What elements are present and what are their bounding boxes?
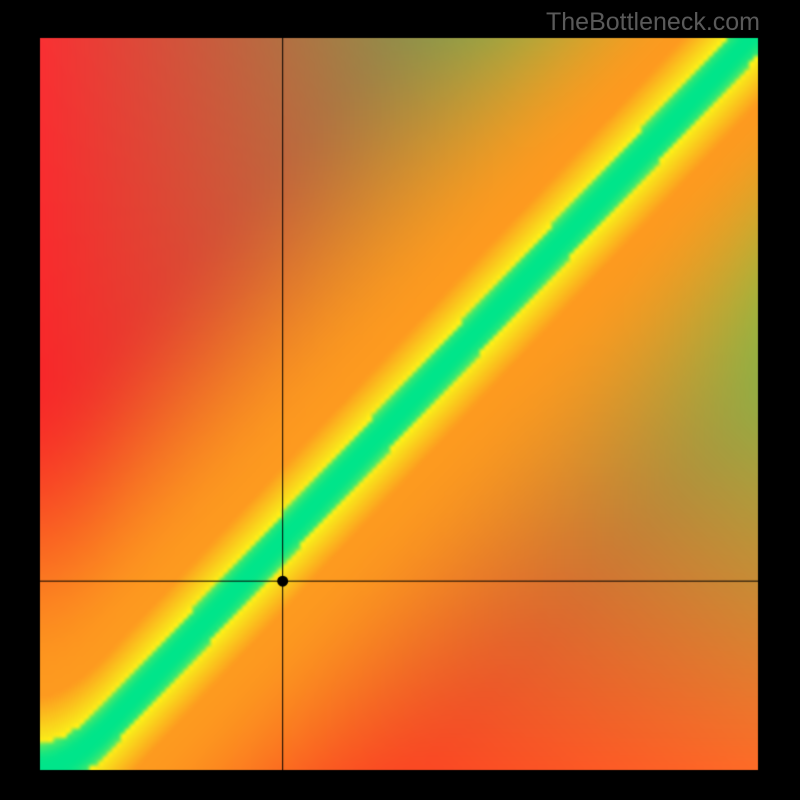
watermark-text: TheBottleneck.com <box>546 8 760 37</box>
bottleneck-heatmap <box>0 0 800 800</box>
chart-container: { "canvas": { "width": 800, "height": 80… <box>0 0 800 800</box>
